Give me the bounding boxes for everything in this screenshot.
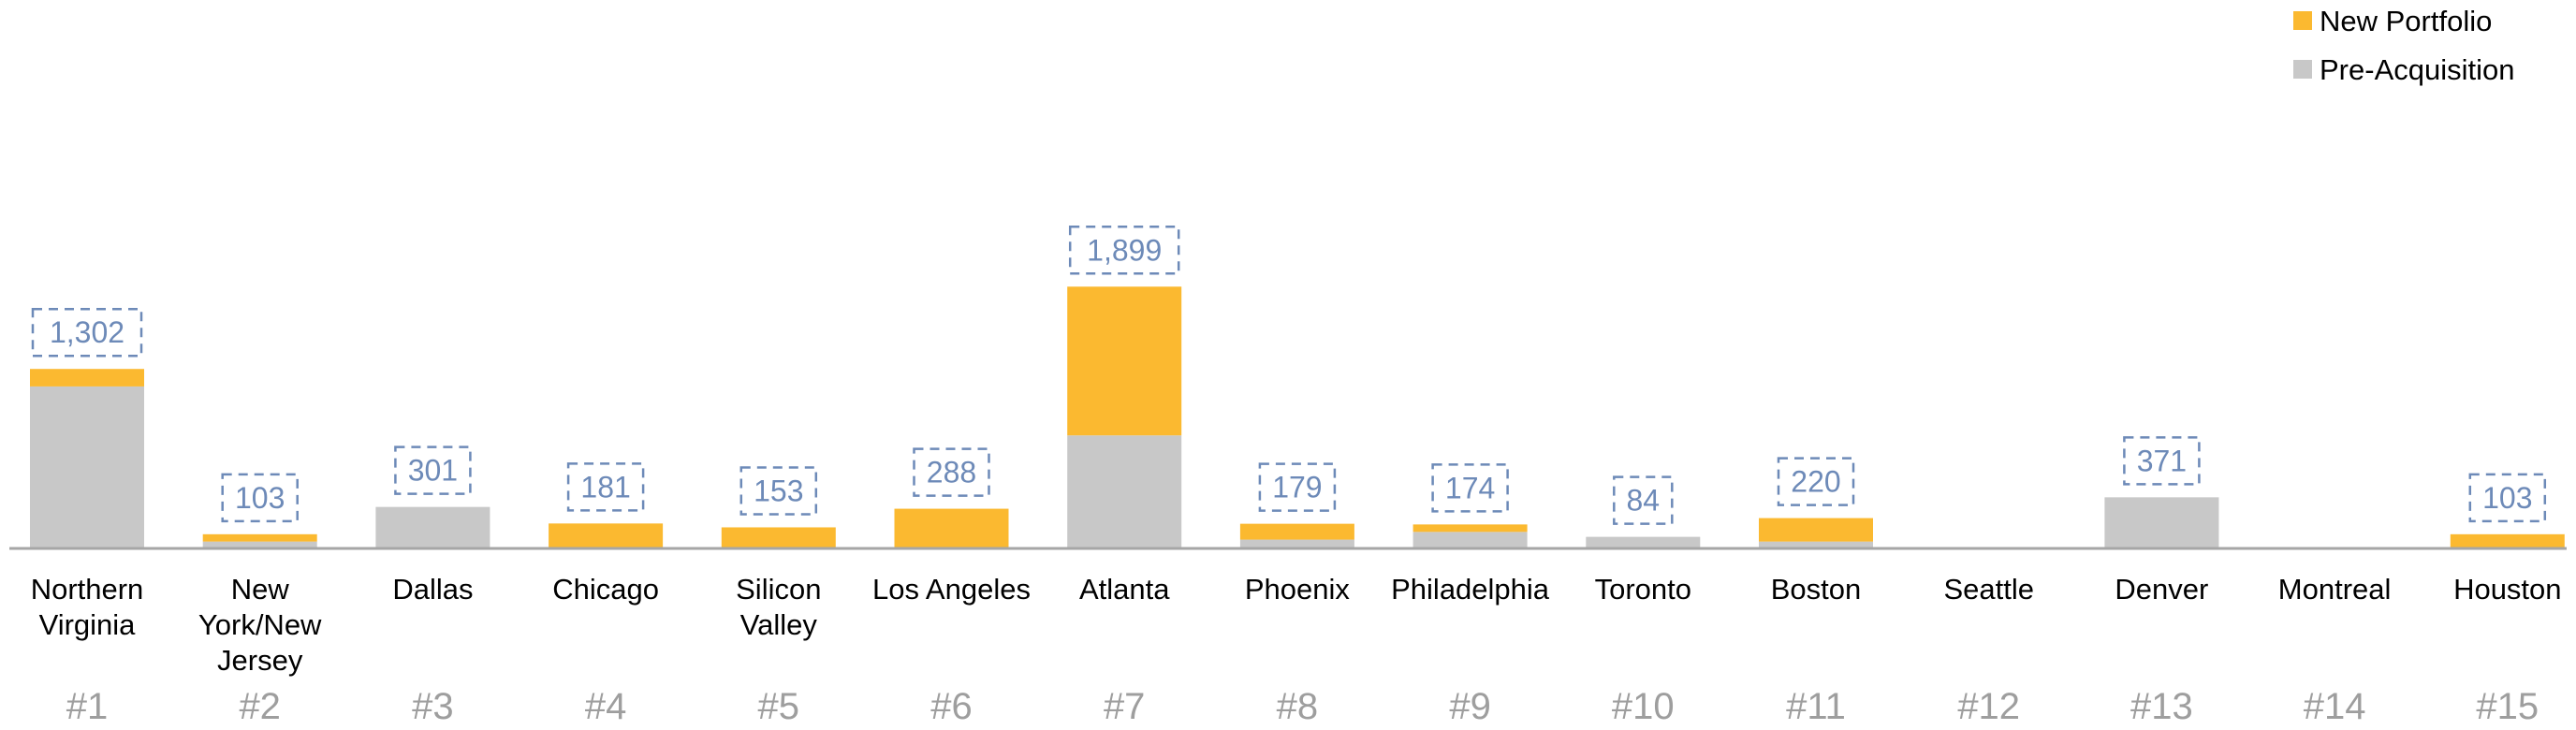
total-box-toronto [1613, 475, 1674, 525]
total-label-los-angeles: 288 [927, 456, 976, 489]
legend-label-new-portfolio: New Portfolio [2320, 5, 2492, 37]
total-box-los-angeles [913, 447, 990, 497]
bar-pre-acquisition-boston [1759, 541, 1873, 548]
category-label-houston: Houston [2453, 573, 2561, 606]
rank-label-boston: #11 [1786, 686, 1846, 727]
total-label-atlanta: 1,899 [1087, 233, 1162, 267]
legend-swatch-pre-acquisition [2293, 60, 2312, 79]
bar-new-portfolio-boston [1759, 518, 1873, 542]
category-label-toronto: Toronto [1595, 573, 1691, 606]
legend-swatch-new-portfolio [2293, 11, 2312, 30]
total-box-denver [2123, 436, 2201, 486]
total-label-chicago: 181 [580, 470, 630, 504]
rank-label-northern-virginia: #1 [66, 686, 109, 727]
total-box-phoenix [1258, 462, 1337, 512]
rank-labels-layer: #1 #2 #3 #4 #5 #6 #7 #8 #9 #10 #11 #12 #13 #14 #15 [66, 686, 2539, 727]
bar-new-portfolio-los-angeles [894, 508, 1009, 548]
total-label-silicon-valley: 153 [754, 474, 803, 507]
bar-pre-acquisition-philadelphia [1412, 532, 1528, 548]
bar-pre-acquisition-atlanta [1067, 435, 1182, 548]
rank-label-los-angeles: #6 [930, 686, 973, 727]
rank-label-chicago: #4 [585, 686, 627, 727]
category-label-silicon-valley: Silicon [736, 573, 821, 606]
total-box-dallas [394, 445, 472, 495]
category-label-new-york-new-jersey: Jersey [217, 644, 303, 677]
legend-label-pre-acquisition: Pre-Acquisition [2320, 53, 2514, 86]
category-label-silicon-valley: Valley [740, 608, 818, 641]
bar-new-portfolio-silicon-valley [721, 527, 836, 548]
bar-pre-acquisition-toronto [1586, 536, 1701, 548]
bar-pre-acquisition-new-york-new-jersey [202, 541, 317, 548]
category-label-philadelphia: Philadelphia [1391, 573, 1550, 606]
bar-new-portfolio-chicago [549, 523, 664, 548]
total-label-denver: 371 [2137, 444, 2187, 477]
total-label-phoenix: 179 [1272, 471, 1322, 504]
total-box-boston [1777, 457, 1855, 506]
category-label-new-york-new-jersey: York/New [198, 608, 322, 641]
category-label-northern-virginia: Virginia [39, 608, 137, 641]
category-label-los-angeles: Los Angeles [872, 573, 1031, 606]
category-label-dallas: Dallas [392, 573, 473, 606]
category-label-phoenix: Phoenix [1245, 573, 1351, 606]
category-label-chicago: Chicago [552, 573, 659, 606]
total-box-philadelphia [1431, 463, 1509, 513]
bar-new-portfolio-atlanta [1067, 286, 1182, 436]
rank-label-toronto: #10 [1612, 686, 1675, 727]
total-label-dallas: 301 [408, 454, 458, 488]
rank-label-silicon-valley: #5 [758, 686, 800, 727]
total-box-houston [2468, 473, 2547, 523]
legend: New Portfolio Pre-Acquisition [2293, 5, 2514, 86]
total-box-northern-virginia [31, 307, 143, 358]
category-label-northern-virginia: Northern [31, 573, 144, 606]
bar-new-portfolio-phoenix [1239, 523, 1354, 540]
bar-pre-acquisition-phoenix [1239, 539, 1354, 548]
total-label-philadelphia: 174 [1445, 471, 1495, 504]
total-box-new-york-new-jersey [221, 473, 299, 523]
rank-label-houston: #15 [2476, 686, 2539, 727]
rank-label-phoenix: #8 [1277, 686, 1319, 727]
bar-new-portfolio-philadelphia [1412, 524, 1528, 533]
bar-pre-acquisition-denver [2104, 497, 2219, 548]
bars-layer [30, 286, 2565, 548]
rank-label-montreal: #14 [2304, 686, 2366, 727]
bar-pre-acquisition-northern-virginia [30, 386, 144, 548]
category-label-montreal: Montreal [2278, 573, 2392, 606]
rank-label-dallas: #3 [412, 686, 454, 727]
rank-label-denver: #13 [2130, 686, 2193, 727]
total-box-silicon-valley [739, 466, 818, 516]
bar-pre-acquisition-dallas [375, 506, 490, 548]
rank-label-philadelphia: #9 [1449, 686, 1491, 727]
category-label-new-york-new-jersey: New [231, 573, 290, 606]
total-label-northern-virginia: 1,302 [50, 315, 124, 349]
rank-label-atlanta: #7 [1104, 686, 1146, 727]
total-box-atlanta [1068, 226, 1180, 275]
rank-label-seattle: #12 [1957, 686, 2020, 727]
category-label-atlanta: Atlanta [1079, 573, 1170, 606]
total-label-new-york-new-jersey: 103 [235, 481, 285, 515]
total-box-chicago [566, 462, 645, 512]
bar-new-portfolio-new-york-new-jersey [202, 533, 317, 542]
rank-label-new-york-new-jersey: #2 [239, 686, 281, 727]
total-label-toronto: 84 [1627, 484, 1661, 518]
total-label-houston: 103 [2482, 481, 2532, 515]
bar-new-portfolio-northern-virginia [30, 369, 144, 387]
total-labels-layer: 1,302 103 301 181 153 288 1,899 179 174 84 220 371 1… [31, 226, 2547, 525]
category-label-seattle: Seattle [1943, 573, 2034, 606]
total-label-boston: 220 [1791, 465, 1840, 499]
bar-new-portfolio-houston [2450, 533, 2565, 548]
category-label-boston: Boston [1771, 573, 1862, 606]
category-label-denver: Denver [2115, 573, 2208, 606]
